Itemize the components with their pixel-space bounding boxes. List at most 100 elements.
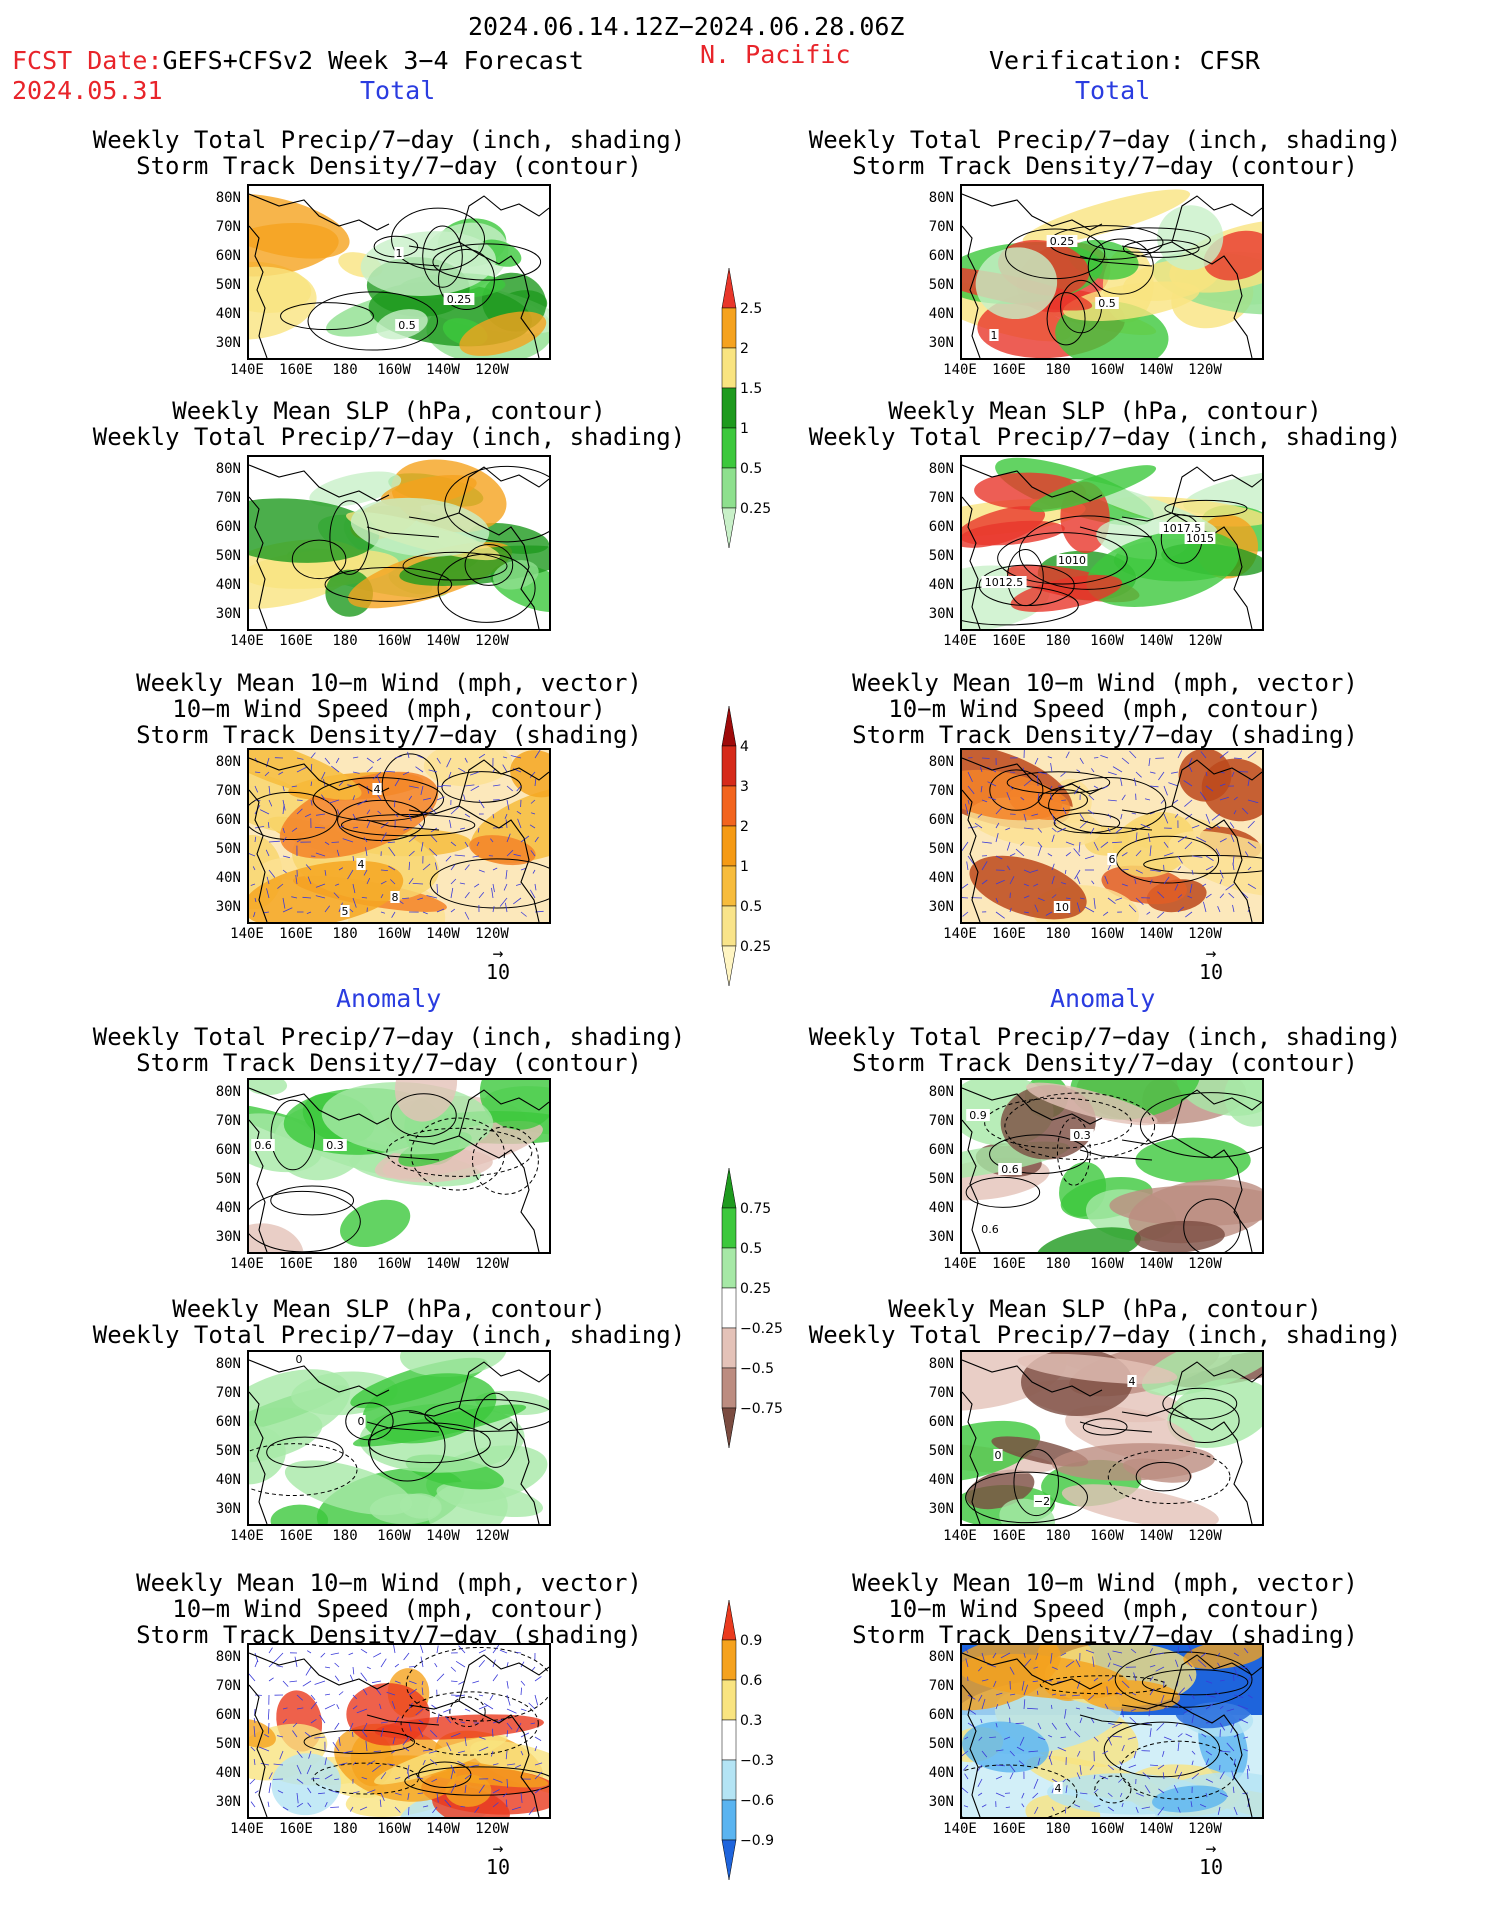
svg-text:1: 1 bbox=[991, 329, 998, 342]
lat-tick-label: 50N bbox=[928, 1171, 954, 1187]
svg-text:−2: −2 bbox=[1034, 1495, 1050, 1508]
lon-tick-label: 160E bbox=[992, 1528, 1026, 1544]
lat-tick-label: 30N bbox=[928, 335, 954, 351]
colorbar-label: −0.9 bbox=[740, 1833, 774, 1849]
lon-tick-label: 160W bbox=[1090, 1256, 1124, 1272]
colorbar-swatch bbox=[721, 865, 737, 907]
vector-reference-label: → 10 bbox=[478, 1840, 518, 1880]
lat-tick-label: 80N bbox=[215, 1649, 241, 1665]
lat-tick-label: 50N bbox=[928, 1443, 954, 1459]
lat-tick-label: 60N bbox=[928, 248, 954, 264]
lat-tick-label: 70N bbox=[215, 1678, 241, 1694]
colorbar-swatch bbox=[721, 705, 737, 747]
lat-tick-label: 70N bbox=[928, 1678, 954, 1694]
colorbar-swatch bbox=[721, 1839, 737, 1881]
colorbar-swatch bbox=[721, 1759, 737, 1801]
lon-tick-label: 140E bbox=[943, 1528, 977, 1544]
contour-label: 0.9 bbox=[966, 1109, 990, 1122]
contour-label: 0.6 bbox=[251, 1139, 275, 1152]
colorbar-label: 0.5 bbox=[740, 1241, 762, 1257]
lat-tick-label: 40N bbox=[215, 870, 241, 886]
lat-tick-label: 80N bbox=[215, 754, 241, 770]
contour-label: 0.5 bbox=[1095, 297, 1119, 310]
section-total-right: Total bbox=[1075, 76, 1151, 105]
lon-tick-label: 180 bbox=[332, 1528, 358, 1544]
lon-tick-label: 180 bbox=[332, 1256, 358, 1272]
lon-tick-label: 120W bbox=[1188, 926, 1222, 942]
svg-text:0: 0 bbox=[296, 1353, 303, 1366]
svg-text:0.6: 0.6 bbox=[1001, 1163, 1019, 1176]
contour-label: 1015 bbox=[1184, 532, 1216, 545]
lon-tick-label: 120W bbox=[475, 1256, 509, 1272]
colorbar-swatch bbox=[721, 1167, 737, 1209]
map-cfsr-total-precip: 0.25 0.5 1 bbox=[960, 184, 1264, 360]
lon-tick-label: 140W bbox=[1139, 1256, 1173, 1272]
lon-tick-label: 160W bbox=[377, 1256, 411, 1272]
svg-text:0.9: 0.9 bbox=[969, 1109, 987, 1122]
colorbar-swatch bbox=[721, 1247, 737, 1289]
lon-tick-label: 140E bbox=[943, 633, 977, 649]
contour-label: 0 bbox=[993, 1449, 1003, 1462]
lat-tick-label: 40N bbox=[215, 1472, 241, 1488]
lon-tick-label: 140W bbox=[426, 926, 460, 942]
lat-tick-label: 30N bbox=[928, 899, 954, 915]
contour-label: 1 bbox=[394, 247, 404, 260]
contour-label: 5 bbox=[340, 905, 350, 918]
lat-tick-label: 30N bbox=[928, 1229, 954, 1245]
colorbar-label: 0.6 bbox=[740, 1673, 762, 1689]
lat-tick-label: 50N bbox=[215, 1736, 241, 1752]
region-label: N. Pacific bbox=[700, 40, 851, 69]
colorbar-swatch bbox=[721, 1207, 737, 1249]
lat-tick-label: 30N bbox=[928, 1501, 954, 1517]
lon-tick-label: 160E bbox=[279, 1821, 313, 1837]
lon-tick-label: 140E bbox=[943, 1256, 977, 1272]
lat-tick-label: 40N bbox=[215, 306, 241, 322]
contour-label: 1012.5 bbox=[981, 576, 1027, 589]
contour-label: 1017.5 bbox=[1159, 522, 1205, 535]
lon-tick-label: 140E bbox=[943, 926, 977, 942]
colorbar-label: 1 bbox=[740, 859, 749, 875]
colorbar-label: 1 bbox=[740, 421, 749, 437]
map-cfsr-total-slp: 1017.5 1015 1010 1012.5 bbox=[960, 455, 1264, 631]
colorbar-swatch bbox=[721, 1287, 737, 1329]
lat-tick-label: 30N bbox=[928, 606, 954, 622]
contour-label: 10 bbox=[1053, 901, 1071, 914]
colorbar-label: 0.25 bbox=[740, 939, 771, 955]
lon-tick-label: 160W bbox=[1090, 633, 1124, 649]
title-fcst-anom-precip: Weekly Total Precip/7−day (inch, shading… bbox=[92, 1023, 686, 1077]
svg-text:4: 4 bbox=[1055, 1782, 1062, 1795]
lat-tick-label: 50N bbox=[928, 841, 954, 857]
title-fcst-total-precip: Weekly Total Precip/7−day (inch, shading… bbox=[92, 126, 686, 180]
contour-label: 0 bbox=[294, 1353, 304, 1366]
vector-reference-label: → 10 bbox=[1191, 1838, 1231, 1880]
colorbar-swatch bbox=[721, 1639, 737, 1681]
lat-tick-label: 40N bbox=[215, 1200, 241, 1216]
vector-reference-arrow-icon: → bbox=[1205, 1838, 1217, 1859]
lon-tick-label: 140W bbox=[1139, 362, 1173, 378]
lon-tick-label: 120W bbox=[475, 1821, 509, 1837]
lat-tick-label: 80N bbox=[928, 1084, 954, 1100]
map-fcst-total-slp bbox=[247, 455, 551, 631]
lon-tick-label: 180 bbox=[1045, 926, 1071, 942]
colorbar-swatch bbox=[721, 307, 737, 349]
colorbar-swatch bbox=[721, 785, 737, 827]
lon-tick-label: 140E bbox=[943, 1821, 977, 1837]
lon-tick-label: 180 bbox=[332, 1821, 358, 1837]
lon-tick-label: 120W bbox=[475, 362, 509, 378]
map-cfsr-anom-slp: 4 0 −2 bbox=[960, 1350, 1264, 1526]
lat-tick-label: 60N bbox=[215, 519, 241, 535]
lat-tick-label: 80N bbox=[928, 461, 954, 477]
lat-tick-label: 60N bbox=[928, 1142, 954, 1158]
map-fcst-total-precip: 1 0.25 0.5 bbox=[247, 184, 551, 360]
lon-tick-label: 160W bbox=[377, 362, 411, 378]
lat-tick-label: 70N bbox=[215, 219, 241, 235]
svg-text:0: 0 bbox=[358, 1415, 365, 1428]
svg-text:5: 5 bbox=[342, 905, 349, 918]
lat-tick-label: 60N bbox=[215, 248, 241, 264]
contour-label: 0.5 bbox=[395, 319, 419, 332]
lat-tick-label: 40N bbox=[215, 1765, 241, 1781]
lat-tick-label: 70N bbox=[215, 1385, 241, 1401]
colorbar-label: 0.5 bbox=[740, 461, 762, 477]
title-cfsr-anom-slp: Weekly Mean SLP (hPa, contour) Weekly Tot… bbox=[808, 1295, 1402, 1349]
contour-label: 8 bbox=[390, 891, 400, 904]
